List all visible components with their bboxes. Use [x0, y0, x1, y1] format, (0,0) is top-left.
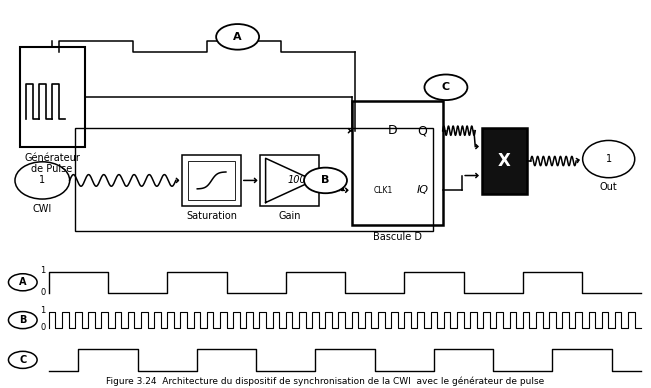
Text: A: A [19, 277, 27, 287]
Text: Q: Q [418, 124, 428, 137]
Text: B: B [322, 175, 329, 185]
Text: Bascule D: Bascule D [372, 232, 422, 242]
Text: X: X [498, 152, 511, 170]
Circle shape [8, 274, 37, 291]
Text: 1: 1 [40, 265, 46, 275]
Text: 100: 100 [287, 175, 306, 185]
Bar [188, 161, 235, 200]
Text: 1: 1 [39, 175, 46, 185]
Text: de Pulse: de Pulse [31, 164, 73, 174]
Text: C: C [442, 82, 450, 92]
Text: Générateur: Générateur [24, 153, 80, 163]
Text: B: B [19, 315, 27, 325]
Text: D: D [388, 124, 397, 137]
Text: CWI: CWI [33, 204, 52, 214]
Circle shape [8, 352, 37, 369]
Text: 0: 0 [40, 323, 46, 333]
Bar [20, 47, 85, 147]
Text: IQ: IQ [417, 185, 428, 195]
Circle shape [304, 168, 347, 193]
Text: Gain: Gain [279, 211, 301, 222]
Text: 1: 1 [605, 154, 612, 164]
Text: A: A [233, 32, 242, 42]
Bar [352, 101, 443, 225]
Text: C: C [19, 355, 27, 365]
Circle shape [8, 312, 37, 329]
Ellipse shape [15, 162, 70, 199]
Text: Figure 3.24  Architecture du dispositif de synchronisation de la CWI  avec le gé: Figure 3.24 Architecture du dispositif d… [106, 377, 545, 386]
Text: Out: Out [600, 182, 618, 192]
Text: 0: 0 [40, 288, 46, 298]
Bar [482, 128, 527, 194]
Ellipse shape [583, 140, 635, 178]
Bar [75, 128, 433, 231]
Circle shape [216, 24, 259, 50]
Text: Saturation: Saturation [186, 211, 237, 222]
Text: 1: 1 [40, 306, 46, 315]
Bar [182, 155, 241, 206]
Bar [260, 155, 319, 206]
Text: CLK1: CLK1 [374, 186, 393, 195]
Circle shape [424, 74, 467, 100]
